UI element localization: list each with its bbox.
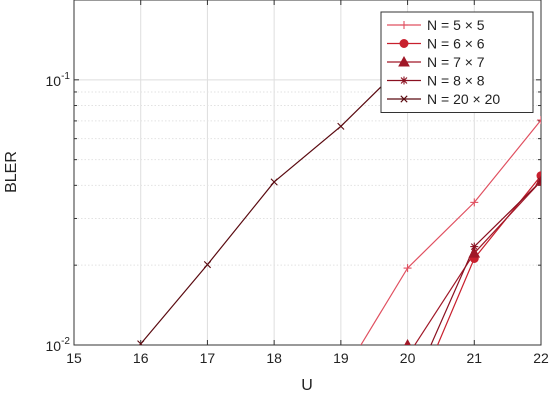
x-tick-label: 19 <box>333 350 349 366</box>
series-line <box>360 119 541 345</box>
x-tick-label: 17 <box>200 350 216 366</box>
x-tick-label: 15 <box>66 350 82 366</box>
legend-marker <box>400 95 408 103</box>
y-tick-label-base: 10 <box>46 338 62 354</box>
series-line <box>407 180 541 345</box>
y-tick-label-exponent: -1 <box>61 71 70 82</box>
data-point <box>404 338 411 345</box>
legend-marker <box>400 76 408 85</box>
legend-marker <box>399 39 409 48</box>
data-point <box>468 247 481 258</box>
data-point <box>470 242 479 251</box>
x-tick-label: 21 <box>466 350 482 366</box>
y-tick-label: 10-2 <box>46 336 71 354</box>
data-point <box>470 198 479 207</box>
data-point <box>403 264 412 273</box>
x-tick-label: 20 <box>400 350 416 366</box>
legend-label: N = 7 × 7 <box>427 54 485 70</box>
data-point <box>537 177 541 186</box>
data-point <box>537 116 541 125</box>
x-tick-label: 18 <box>266 350 282 366</box>
legend-marker <box>398 55 410 67</box>
legend-label: N = 6 × 6 <box>427 36 485 52</box>
y-tick-label-base: 10 <box>46 73 62 89</box>
data-point <box>137 340 145 345</box>
legend-label: N = 8 × 8 <box>427 73 485 89</box>
x-tick-label: 22 <box>533 350 549 366</box>
x-tick-label: 16 <box>133 350 149 366</box>
data-point <box>337 122 345 130</box>
data-point <box>203 261 212 269</box>
data-point <box>270 178 278 186</box>
legend-label: N = 5 × 5 <box>427 17 485 33</box>
y-tick-label-exponent: -2 <box>61 336 70 347</box>
y-axis-label: BLER <box>3 151 20 193</box>
x-axis-label: U <box>301 377 313 394</box>
legend: N = 5 × 5 N = 6 × 6 N = 7 × 7 N = 8 × 8 N = … <box>380 11 534 113</box>
legend-label: N = 20 × 20 <box>427 91 500 107</box>
legend-marker <box>400 21 408 29</box>
y-tick-label: 10-1 <box>46 71 71 89</box>
